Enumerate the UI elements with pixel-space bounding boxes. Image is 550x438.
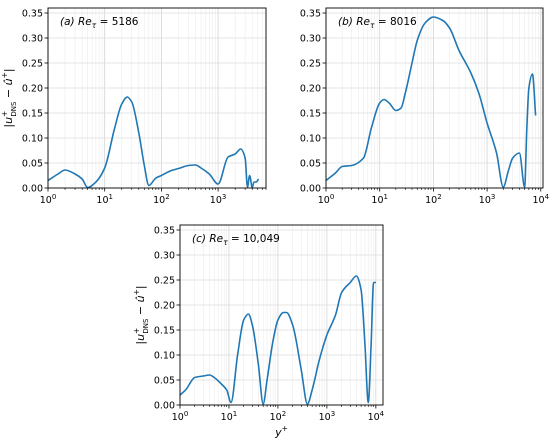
series-line bbox=[325, 16, 537, 188]
y-tick-label: 0.15 bbox=[300, 108, 321, 119]
x-tick-label: 103 bbox=[319, 410, 336, 423]
y-tick-label: 0.25 bbox=[300, 58, 321, 69]
x-tick-label: 102 bbox=[425, 193, 442, 206]
x-tick-label: 100 bbox=[40, 193, 57, 206]
panel-a: 100 101 102 103 0.00 0.05 0.10 0.15 0.20 0.25 0.30… bbox=[0, 7, 267, 206]
plot-frame bbox=[325, 7, 544, 189]
y-tick-label: 0.05 bbox=[300, 158, 321, 169]
series-line bbox=[47, 96, 260, 189]
x-tick-label: 104 bbox=[532, 193, 549, 206]
x-axis-label: y+ bbox=[274, 424, 288, 438]
x-tick-label: 103 bbox=[210, 193, 227, 206]
y-tick-label: 0.10 bbox=[300, 133, 321, 144]
panel-b: 100 101 102 103 104 0.00 0.05 0.10 0.15 0.20 0.25 0… bbox=[300, 7, 550, 206]
x-tick-label: 102 bbox=[153, 193, 170, 206]
y-tick-label: 0.10 bbox=[22, 133, 43, 144]
series-line bbox=[179, 275, 376, 405]
y-tick-label: 0.30 bbox=[22, 33, 43, 44]
panel-annotation: (c) Reτ = 10,049 bbox=[192, 233, 280, 247]
y-axis-label: |u+DNS − û+| bbox=[0, 68, 18, 127]
y-tick-label: 0.10 bbox=[154, 350, 175, 361]
y-tick-label: 0.05 bbox=[22, 158, 43, 169]
x-tick-label: 101 bbox=[371, 193, 388, 206]
y-tick-label: 0.30 bbox=[300, 33, 321, 44]
x-tick-label: 101 bbox=[96, 193, 113, 206]
y-tick-label: 0.00 bbox=[154, 400, 175, 411]
x-tick-label: 101 bbox=[221, 410, 238, 423]
x-tick-label: 102 bbox=[270, 410, 287, 423]
panel-annotation: (a) Reτ = 5186 bbox=[60, 16, 139, 30]
plot-frame bbox=[47, 7, 267, 189]
x-tick-label: 103 bbox=[479, 193, 496, 206]
panel-annotation: (b) Reτ = 8016 bbox=[338, 16, 417, 30]
y-tick-label: 0.00 bbox=[22, 183, 43, 194]
y-axis-label-text: |u+DNS − û+| bbox=[0, 68, 18, 127]
y-tick-label: 0.15 bbox=[154, 325, 175, 336]
panel-c: 100 101 102 103 104 0.00 0.05 0.10 0.15 0.20 0.25 0… bbox=[132, 224, 385, 438]
y-axis-label: |u+DNS − û+| bbox=[132, 285, 150, 344]
y-tick-label: 0.00 bbox=[300, 183, 321, 194]
y-tick-label: 0.15 bbox=[22, 108, 43, 119]
y-tick-label: 0.25 bbox=[154, 275, 175, 286]
y-tick-label: 0.05 bbox=[154, 375, 175, 386]
x-tick-label: 100 bbox=[172, 410, 189, 423]
y-tick-label: 0.20 bbox=[22, 83, 43, 94]
y-tick-label: 0.30 bbox=[154, 250, 175, 261]
y-tick-label: 0.25 bbox=[22, 58, 43, 69]
y-tick-label: 0.20 bbox=[154, 300, 175, 311]
plot-frame bbox=[179, 224, 384, 406]
y-tick-label: 0.35 bbox=[154, 225, 175, 236]
y-axis-label-text: |u+DNS − û+| bbox=[132, 285, 150, 344]
y-tick-label: 0.20 bbox=[300, 83, 321, 94]
x-tick-label: 104 bbox=[368, 410, 385, 423]
y-tick-label: 0.35 bbox=[22, 8, 43, 19]
y-tick-label: 0.35 bbox=[300, 8, 321, 19]
x-tick-label: 100 bbox=[318, 193, 335, 206]
